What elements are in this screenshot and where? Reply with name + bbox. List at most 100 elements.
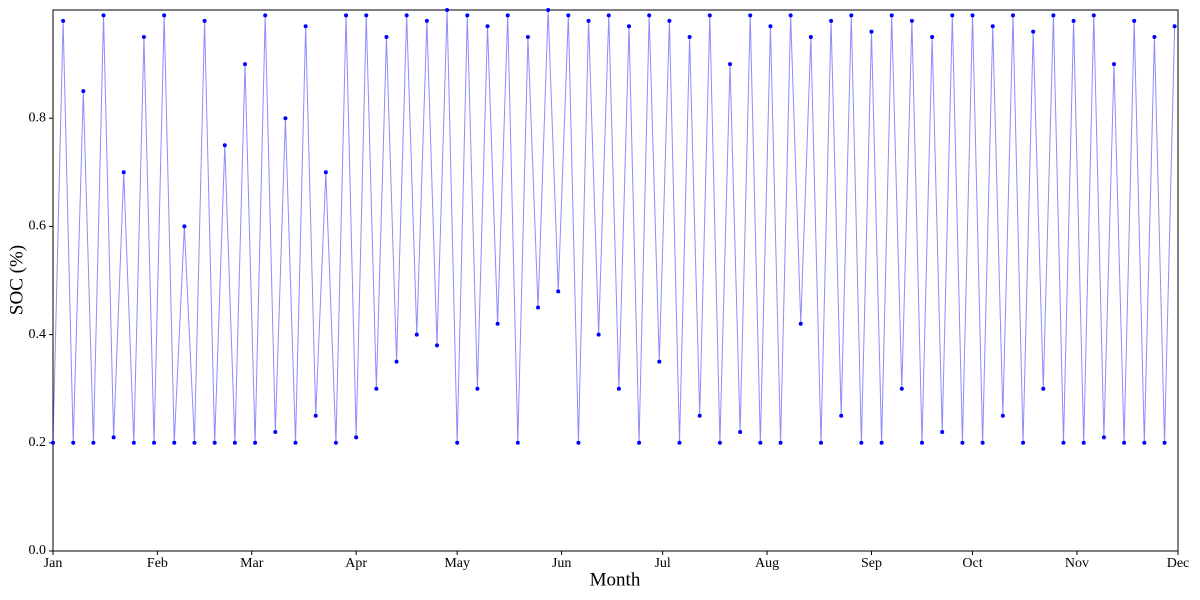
point — [1122, 440, 1127, 445]
point — [818, 440, 823, 445]
point — [748, 13, 753, 18]
x-tick-label: Mar — [240, 556, 264, 571]
point — [667, 18, 672, 23]
x-tick-label: Apr — [345, 556, 367, 571]
x-tick-label: Oct — [962, 556, 982, 571]
point — [263, 13, 268, 18]
point — [131, 440, 136, 445]
point — [505, 13, 510, 18]
point — [596, 332, 601, 337]
point — [232, 440, 237, 445]
point — [717, 440, 722, 445]
point — [182, 224, 187, 229]
point — [303, 24, 308, 29]
point — [990, 24, 995, 29]
point — [1162, 440, 1167, 445]
y-tick-label: 0.0 — [29, 543, 47, 558]
point — [940, 429, 945, 434]
point — [1081, 440, 1086, 445]
point — [1152, 35, 1157, 40]
point — [1051, 13, 1056, 18]
point — [616, 386, 621, 391]
point — [1061, 440, 1066, 445]
point — [475, 386, 480, 391]
point — [202, 18, 207, 23]
point — [273, 429, 278, 434]
point — [313, 413, 318, 418]
point — [394, 359, 399, 364]
point — [768, 24, 773, 29]
point — [91, 440, 96, 445]
plot-frame — [52, 9, 1179, 552]
point — [212, 440, 217, 445]
point — [778, 440, 783, 445]
point — [546, 8, 551, 12]
point — [283, 116, 288, 121]
point — [1101, 435, 1106, 440]
point — [192, 440, 197, 445]
series-line — [52, 9, 1176, 443]
point — [1010, 13, 1015, 18]
x-tick-label: Jul — [654, 556, 670, 571]
point — [1000, 413, 1005, 418]
point — [677, 440, 682, 445]
point — [657, 359, 662, 364]
point — [707, 13, 712, 18]
point — [758, 440, 763, 445]
point — [1071, 18, 1076, 23]
point — [1031, 29, 1036, 34]
point — [889, 13, 894, 18]
point — [81, 89, 86, 94]
point — [344, 13, 349, 18]
point — [930, 35, 935, 40]
point — [101, 13, 106, 18]
point — [960, 440, 965, 445]
x-tick-label: Nov — [1065, 556, 1089, 571]
point — [1091, 13, 1096, 18]
point — [222, 143, 227, 148]
point — [920, 440, 925, 445]
point — [414, 332, 419, 337]
point — [242, 62, 247, 67]
point — [1112, 62, 1117, 67]
point — [798, 321, 803, 326]
point — [495, 321, 500, 326]
point — [121, 170, 126, 175]
y-tick-label: 0.4 — [29, 327, 47, 342]
point — [51, 440, 55, 445]
point — [152, 440, 157, 445]
point — [586, 18, 591, 23]
point — [879, 440, 884, 445]
point — [536, 305, 541, 310]
point — [515, 440, 520, 445]
y-tick-label: 0.6 — [29, 219, 47, 234]
point — [61, 18, 66, 23]
point — [950, 13, 955, 18]
point — [404, 13, 409, 18]
point — [445, 8, 450, 12]
point — [333, 440, 338, 445]
point — [606, 13, 611, 18]
x-tick-label: Aug — [755, 556, 779, 571]
point — [111, 435, 116, 440]
point — [859, 440, 864, 445]
point — [626, 24, 631, 29]
point — [293, 440, 298, 445]
x-tick-label: Jan — [44, 556, 63, 571]
point — [576, 440, 581, 445]
x-tick-label: Feb — [147, 556, 168, 571]
x-tick-label: May — [444, 556, 470, 571]
point — [455, 440, 460, 445]
point — [162, 13, 167, 18]
point — [738, 429, 743, 434]
point — [424, 18, 429, 23]
x-axis-label: Month — [590, 569, 641, 590]
point — [829, 18, 834, 23]
point — [869, 29, 874, 34]
point — [728, 62, 733, 67]
point — [566, 13, 571, 18]
point — [525, 35, 530, 40]
point — [1021, 440, 1026, 445]
x-tick-label: Jun — [552, 556, 571, 571]
